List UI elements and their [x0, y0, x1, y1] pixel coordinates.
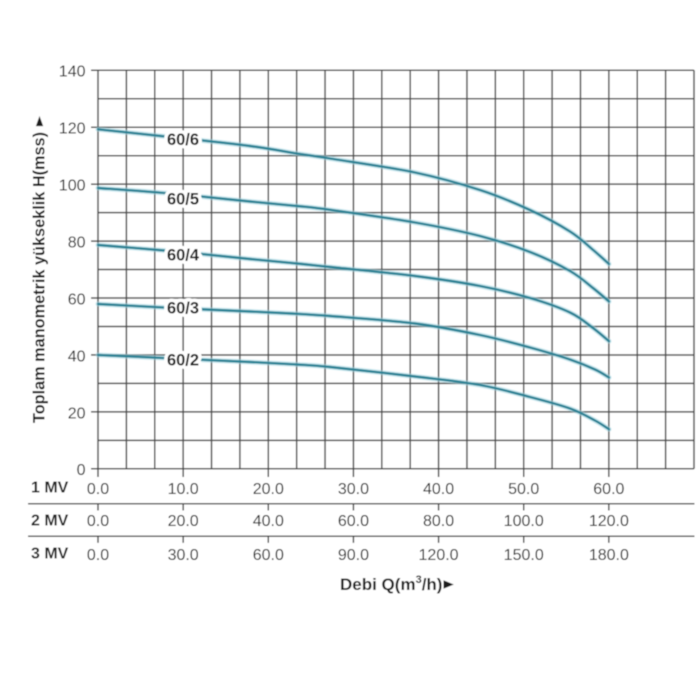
svg-text:30.0: 30.0 [338, 481, 369, 498]
svg-text:60.0: 60.0 [593, 481, 624, 498]
svg-text:0.0: 0.0 [87, 547, 109, 564]
svg-text:120.0: 120.0 [589, 513, 629, 530]
svg-text:40: 40 [68, 348, 86, 365]
svg-text:50.0: 50.0 [508, 481, 539, 498]
svg-text:60: 60 [68, 291, 86, 308]
svg-text:20.0: 20.0 [253, 481, 284, 498]
svg-text:40.0: 40.0 [253, 513, 284, 530]
svg-text:100.0: 100.0 [504, 513, 544, 530]
svg-text:60/6: 60/6 [167, 131, 199, 149]
svg-text:120.0: 120.0 [419, 547, 459, 564]
svg-text:20: 20 [68, 405, 86, 422]
svg-text:60/2: 60/2 [167, 352, 199, 370]
svg-text:60/4: 60/4 [167, 246, 200, 264]
svg-text:100: 100 [59, 178, 86, 195]
svg-text:150.0: 150.0 [504, 547, 544, 564]
svg-text:10.0: 10.0 [168, 481, 199, 498]
svg-text:Debi Q(m3/h): Debi Q(m3/h) [340, 574, 442, 594]
svg-text:0.0: 0.0 [87, 481, 109, 498]
svg-text:80: 80 [68, 234, 86, 251]
svg-text:3 MV: 3 MV [31, 546, 69, 563]
svg-text:40.0: 40.0 [423, 481, 454, 498]
svg-text:60.0: 60.0 [253, 547, 284, 564]
svg-text:120: 120 [59, 121, 86, 138]
svg-text:0.0: 0.0 [87, 513, 109, 530]
svg-text:20.0: 20.0 [168, 513, 199, 530]
svg-text:2 MV: 2 MV [31, 513, 69, 530]
svg-text:60.0: 60.0 [338, 513, 369, 530]
svg-text:30.0: 30.0 [168, 547, 199, 564]
svg-text:0: 0 [77, 462, 86, 479]
svg-text:Toplam manometrik yükseklik H(: Toplam manometrik yükseklik H(mss) [31, 132, 49, 423]
svg-text:140: 140 [59, 64, 86, 81]
svg-text:90.0: 90.0 [338, 547, 369, 564]
svg-text:1 MV: 1 MV [31, 480, 69, 497]
svg-text:60/3: 60/3 [167, 300, 199, 318]
svg-text:60/5: 60/5 [167, 190, 199, 208]
svg-text:180.0: 180.0 [589, 547, 629, 564]
svg-text:80.0: 80.0 [423, 513, 454, 530]
